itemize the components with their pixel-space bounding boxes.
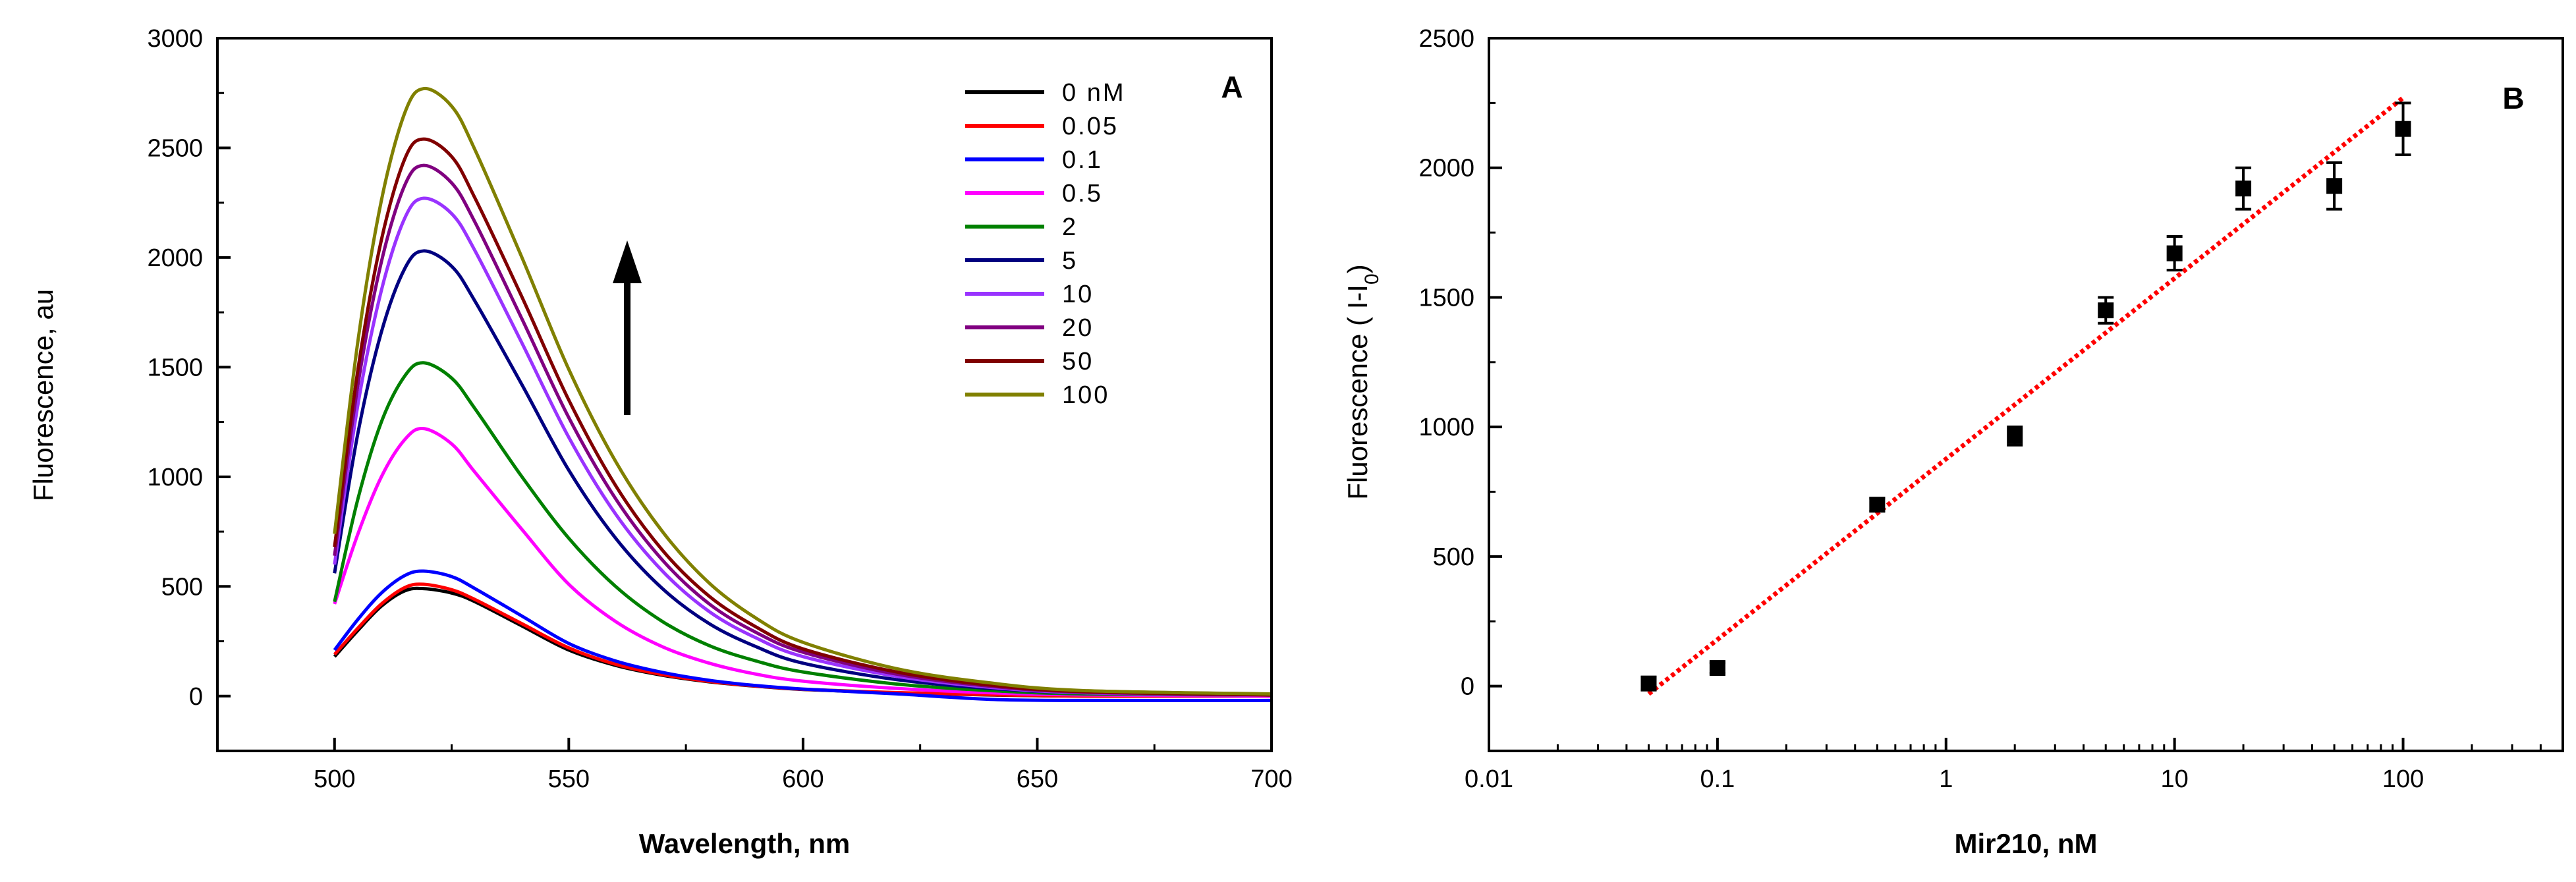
point-marker: [2395, 121, 2411, 137]
calibration-points: [1640, 101, 2411, 692]
y-tick-label: 500: [1433, 543, 1474, 571]
panel-a-x-axis-label: Wavelength, nm: [639, 828, 850, 859]
spectrum-line-20: [333, 163, 1272, 697]
data-point: [2235, 166, 2252, 211]
y-tick-label: 0: [189, 683, 203, 711]
data-point: [1640, 675, 1657, 692]
y-tick-label: 2500: [1418, 25, 1474, 53]
point-marker: [2166, 245, 2183, 262]
x-tick-label: 500: [314, 765, 355, 793]
point-marker: [2326, 178, 2343, 194]
panel-b-y-axis-label: Fluorescence ( I-I0): [1342, 264, 1383, 499]
data-point: [2098, 296, 2114, 325]
x-tick-label: 600: [782, 765, 824, 793]
panel-a-spectra-chart: 500 550 600 650 700 050010001500200025003000…: [28, 25, 1293, 859]
x-tick-label: 100: [2382, 765, 2424, 793]
data-point: [1869, 497, 1886, 513]
emission-spectra-series: [333, 87, 1272, 703]
data-point: [1709, 660, 1725, 676]
fit-line: [1647, 96, 2405, 696]
legend-label: 0.1: [1062, 146, 1103, 174]
spectrum-line-2: [333, 361, 1272, 697]
x-tick-label: 1: [1939, 765, 1953, 793]
point-marker: [2098, 302, 2114, 319]
y-tick-label: 3000: [147, 25, 203, 53]
panel-b-plot-frame: [1488, 37, 2564, 752]
y-tick-label: 1000: [1418, 414, 1474, 441]
data-point: [2166, 234, 2183, 272]
data-point: [2326, 161, 2343, 211]
y-tick-label: 500: [161, 573, 203, 601]
x-tick-label: 0.1: [1700, 765, 1735, 793]
y-tick-label: 2500: [147, 134, 203, 162]
panel-a-legend: 0 nM 0.05 0.1 0.5 2 5 10 20 50 100: [965, 79, 1125, 409]
panel-b-x-axis-label: Mir210, nM: [1954, 828, 2097, 859]
spectrum-line-5: [333, 249, 1272, 697]
panel-a-label: A: [1221, 70, 1243, 104]
panel-a-y-axis-label: Fluorescence, au: [28, 289, 59, 501]
panel-a-y-axis: 0 500 1000 1500 2000 2500 3000: [147, 25, 231, 752]
spectrum-line-0-5: [333, 426, 1272, 698]
spectrum-line-0-05: [333, 582, 1272, 698]
point-marker: [2007, 427, 2023, 444]
x-tick-label: 650: [1017, 765, 1058, 793]
increase-arrow-annotation: [613, 240, 642, 415]
panel-b-y-axis: 0 500 1000 1500 2000 2500: [1418, 25, 1502, 752]
point-marker: [1640, 675, 1657, 692]
x-tick-label: 550: [548, 765, 590, 793]
point-marker: [2235, 180, 2252, 197]
spectrum-line-50: [333, 137, 1272, 697]
y-tick-label: 1500: [1418, 284, 1474, 312]
y-tick-label: 2000: [147, 244, 203, 272]
panel-b-label: B: [2502, 81, 2524, 115]
y-tick-label: 2000: [1418, 155, 1474, 182]
x-tick-label: 10: [2161, 765, 2189, 793]
legend-label: 0.5: [1062, 180, 1103, 207]
panel-a-x-axis: 500 550 600 650 700: [216, 738, 1293, 793]
legend-label: 100: [1062, 381, 1109, 409]
point-marker: [1709, 660, 1725, 676]
legend-label: 5: [1062, 247, 1078, 275]
spectrum-line-0-1: [333, 569, 1272, 703]
spectrum-line-10: [333, 196, 1272, 697]
linear-fit-line: [1647, 96, 2405, 696]
panel-b-x-axis: 0.01 0.1 1 10 100: [1465, 738, 2542, 793]
data-point: [2007, 426, 2023, 447]
y-tick-label: 1000: [147, 464, 203, 491]
legend-label: 50: [1062, 348, 1094, 375]
spectrum-line-100: [333, 87, 1272, 696]
legend-label: 0 nM: [1062, 79, 1125, 107]
x-tick-label: 0.01: [1465, 765, 1513, 793]
panel-a-plot-frame: [216, 37, 1273, 752]
x-tick-label: 700: [1250, 765, 1292, 793]
legend-label: 10: [1062, 281, 1094, 308]
legend-label: 2: [1062, 213, 1078, 241]
legend-label: 0.05: [1062, 113, 1119, 140]
y-tick-label: 1500: [147, 354, 203, 381]
panel-b-calibration-chart: 0.01 0.1 1 10 100 0 500 1000 1500 2000 2500 Mir21…: [1342, 25, 2564, 859]
y-tick-label: 0: [1461, 673, 1474, 701]
data-point: [2395, 101, 2411, 157]
legend-label: 20: [1062, 314, 1094, 342]
point-marker: [1869, 497, 1886, 513]
